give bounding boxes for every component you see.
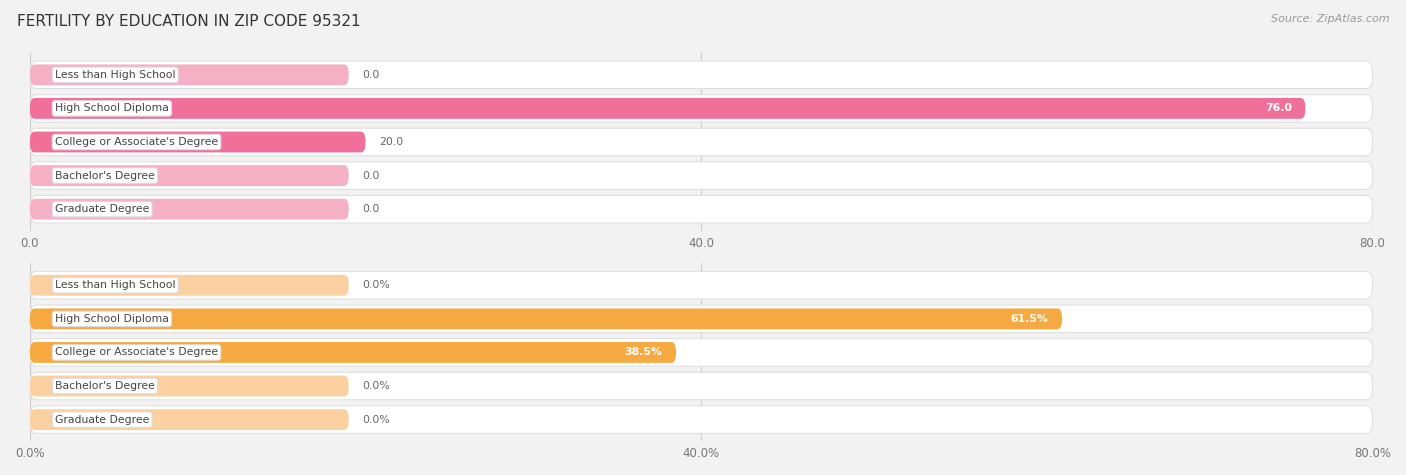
- FancyBboxPatch shape: [30, 305, 1372, 332]
- Text: Bachelor's Degree: Bachelor's Degree: [55, 381, 155, 391]
- Text: 20.0: 20.0: [378, 137, 404, 147]
- Text: 0.0: 0.0: [363, 70, 380, 80]
- Text: College or Associate's Degree: College or Associate's Degree: [55, 137, 218, 147]
- Text: Bachelor's Degree: Bachelor's Degree: [55, 171, 155, 180]
- FancyBboxPatch shape: [30, 98, 1305, 119]
- FancyBboxPatch shape: [30, 61, 1372, 89]
- FancyBboxPatch shape: [30, 165, 349, 186]
- FancyBboxPatch shape: [30, 195, 1372, 223]
- Text: High School Diploma: High School Diploma: [55, 104, 169, 114]
- Text: Less than High School: Less than High School: [55, 70, 176, 80]
- FancyBboxPatch shape: [30, 376, 349, 397]
- FancyBboxPatch shape: [30, 308, 1062, 329]
- FancyBboxPatch shape: [30, 275, 349, 295]
- Text: Graduate Degree: Graduate Degree: [55, 204, 149, 214]
- FancyBboxPatch shape: [30, 132, 366, 152]
- Text: 0.0: 0.0: [363, 204, 380, 214]
- FancyBboxPatch shape: [30, 128, 1372, 156]
- Text: College or Associate's Degree: College or Associate's Degree: [55, 347, 218, 358]
- Text: 0.0%: 0.0%: [363, 280, 389, 290]
- FancyBboxPatch shape: [30, 406, 1372, 433]
- Text: 61.5%: 61.5%: [1011, 314, 1049, 324]
- Text: 0.0%: 0.0%: [363, 381, 389, 391]
- FancyBboxPatch shape: [30, 272, 1372, 299]
- FancyBboxPatch shape: [30, 95, 1372, 122]
- Text: Less than High School: Less than High School: [55, 280, 176, 290]
- Text: Source: ZipAtlas.com: Source: ZipAtlas.com: [1271, 14, 1389, 24]
- Text: 76.0: 76.0: [1265, 104, 1292, 114]
- FancyBboxPatch shape: [30, 409, 349, 430]
- Text: Graduate Degree: Graduate Degree: [55, 415, 149, 425]
- FancyBboxPatch shape: [30, 339, 1372, 366]
- Text: 0.0: 0.0: [363, 171, 380, 180]
- Text: 38.5%: 38.5%: [624, 347, 662, 358]
- FancyBboxPatch shape: [30, 372, 1372, 400]
- FancyBboxPatch shape: [30, 199, 349, 219]
- Text: FERTILITY BY EDUCATION IN ZIP CODE 95321: FERTILITY BY EDUCATION IN ZIP CODE 95321: [17, 14, 360, 29]
- FancyBboxPatch shape: [30, 65, 349, 85]
- FancyBboxPatch shape: [30, 162, 1372, 190]
- FancyBboxPatch shape: [30, 342, 676, 363]
- Text: 0.0%: 0.0%: [363, 415, 389, 425]
- Text: High School Diploma: High School Diploma: [55, 314, 169, 324]
